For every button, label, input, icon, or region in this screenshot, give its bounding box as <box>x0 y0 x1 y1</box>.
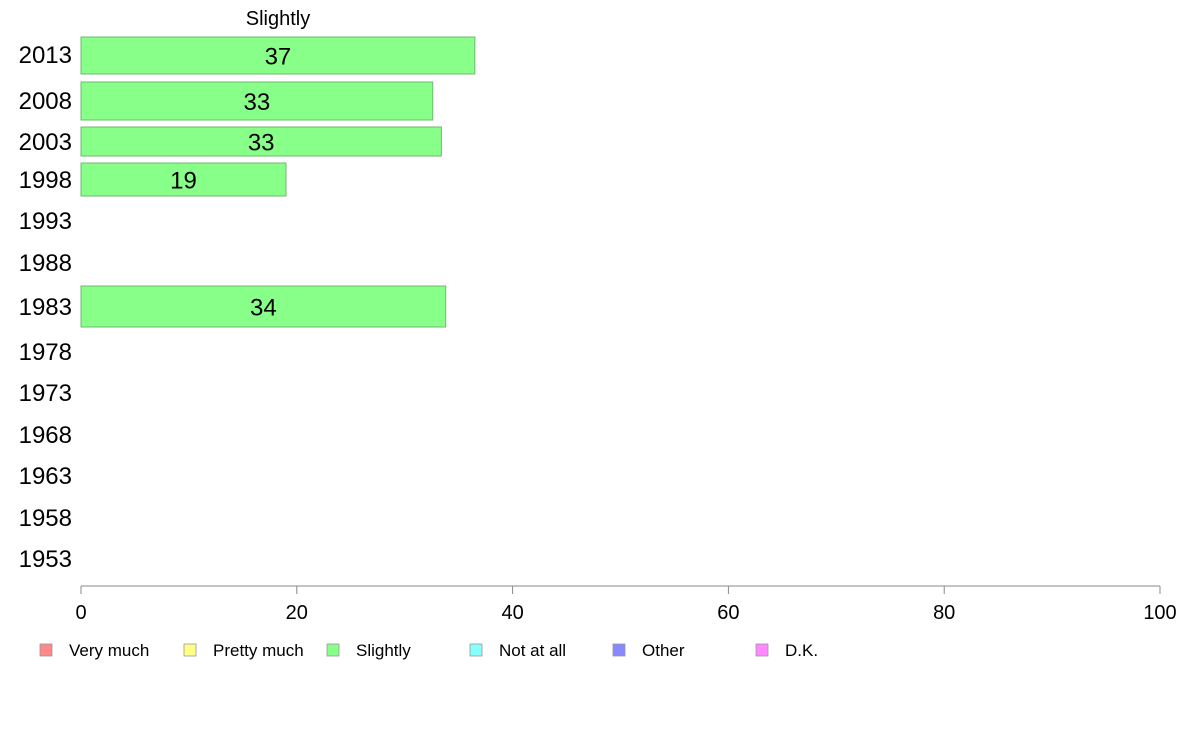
bars: 37 33 33 19 34 <box>80 36 476 328</box>
legend: Very much Pretty much Slightly Not at all Ot… <box>39 641 818 660</box>
legend-label: Pretty much <box>213 641 304 660</box>
legend-swatch <box>183 643 197 657</box>
x-axis: 0 20 40 60 80 100 <box>75 585 1177 624</box>
category-label: 1998 <box>19 167 72 194</box>
legend-swatch <box>326 643 340 657</box>
legend-label: Other <box>642 641 685 660</box>
category-label: 1978 <box>19 339 72 366</box>
category-rows: 2013 2008 2003 1998 1993 1988 1983 1978 1973 1968… <box>19 42 72 573</box>
category-label: 2003 <box>19 129 72 156</box>
legend-label: D.K. <box>785 641 818 660</box>
data-label: 34 <box>250 295 277 322</box>
category-label: 1953 <box>19 546 72 573</box>
legend-label: Very much <box>69 641 149 660</box>
bar <box>80 162 287 197</box>
x-tick-label: 40 <box>501 602 523 624</box>
category-label: 2013 <box>19 42 72 69</box>
bar <box>80 81 434 121</box>
legend-swatch <box>469 643 483 657</box>
x-tick-label: 0 <box>75 602 86 624</box>
chart-title: Slightly <box>246 8 310 30</box>
data-label: 19 <box>170 168 197 195</box>
category-label: 1958 <box>19 505 72 532</box>
bar <box>80 36 476 75</box>
category-label: 2008 <box>19 88 72 115</box>
category-label: 1993 <box>19 208 72 235</box>
bar <box>80 285 447 328</box>
x-tick-label: 80 <box>933 602 955 624</box>
category-label: 1968 <box>19 422 72 449</box>
x-tick-label: 60 <box>717 602 739 624</box>
legend-swatch <box>612 643 626 657</box>
legend-swatch <box>755 643 769 657</box>
x-tick-label: 100 <box>1143 602 1176 624</box>
data-label: 33 <box>248 130 275 157</box>
legend-swatch <box>39 643 53 657</box>
data-label: 33 <box>244 89 271 116</box>
legend-label: Slightly <box>356 641 411 660</box>
x-tick-label: 20 <box>286 602 308 624</box>
bar <box>80 126 442 157</box>
category-label: 1988 <box>19 250 72 277</box>
category-label: 1983 <box>19 294 72 321</box>
category-label: 1973 <box>19 380 72 407</box>
category-label: 1963 <box>19 463 72 490</box>
legend-label: Not at all <box>499 641 566 660</box>
data-label: 37 <box>265 44 292 71</box>
